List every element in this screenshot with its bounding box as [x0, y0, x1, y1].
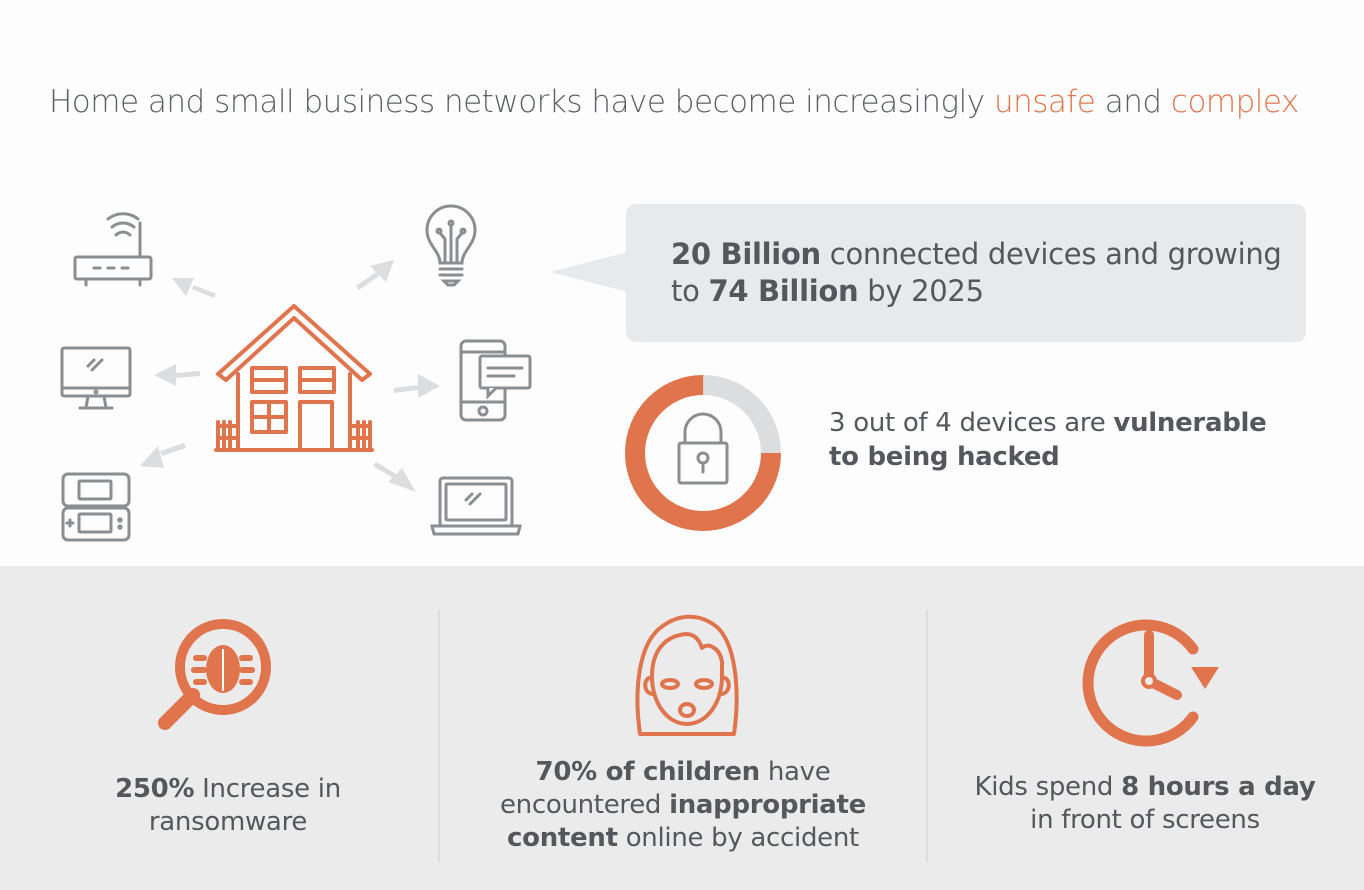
stat-children-text-1: have encountered	[499, 757, 831, 820]
arrow-to-lightbulb	[354, 256, 398, 299]
stat-screen-time-text-1: Kids spend	[974, 772, 1122, 802]
devices-callout-text: 20 Billion connected devices and growing…	[671, 236, 1291, 310]
stat-screen-time: Kids spend 8 hours a day in front of scr…	[962, 771, 1328, 837]
girl-face-icon	[630, 612, 744, 738]
lock-icon	[677, 412, 729, 485]
house-icon	[214, 302, 374, 454]
arrow-to-laptop	[372, 458, 420, 501]
bubble-tail	[550, 252, 628, 292]
smartphone-chat-icon	[458, 338, 534, 424]
devices-count-now: 20 Billion	[671, 237, 821, 271]
stat-ransomware-label: Increase in ransomware	[148, 774, 341, 837]
stat-children-value: 70% of children	[535, 757, 761, 787]
donut-value-arc	[625, 375, 781, 531]
stat-ransomware: 250% Increase in ransomware	[70, 773, 386, 839]
desktop-monitor-icon	[60, 346, 132, 412]
stats-divider-1	[438, 610, 440, 862]
vulnerable-donut	[624, 375, 784, 540]
router-icon	[72, 205, 154, 287]
title-accent-complex: complex	[1170, 84, 1299, 120]
magnifier-bug-icon	[155, 617, 277, 737]
vulnerable-text-bold: vulnerable to being hacked	[829, 408, 1267, 472]
vulnerable-text-plain: 3 out of 4 devices are	[829, 408, 1114, 438]
stat-screen-time-text-2: in front of screens	[1030, 805, 1260, 835]
clock-icon	[1082, 615, 1225, 747]
arrow-to-router	[170, 272, 218, 311]
stat-ransomware-value: 250%	[115, 774, 195, 804]
title-accent-unsafe: unsafe	[993, 84, 1096, 120]
arrow-to-desktop	[152, 362, 202, 395]
devices-text-2: by 2025	[858, 274, 984, 308]
devices-count-2025: 74 Billion	[708, 274, 859, 308]
stat-children-text-2: online by accident	[617, 823, 860, 853]
arrow-to-console	[138, 442, 188, 477]
devices-callout: 20 Billion connected devices and growing…	[626, 204, 1306, 342]
page-title: Home and small business networks have be…	[49, 84, 1299, 120]
title-text: Home and small business networks have be…	[49, 84, 994, 120]
laptop-icon	[430, 476, 522, 540]
title-text-and: and	[1095, 84, 1171, 120]
stats-divider-2	[926, 610, 928, 862]
devices-text-1: connected devices and growing to	[671, 237, 1282, 308]
stat-screen-time-value: 8 hours a day	[1121, 772, 1316, 802]
stat-children: 70% of children have encountered inappro…	[470, 756, 896, 855]
stat-children-bold-2: inappropriate content	[507, 790, 867, 853]
handheld-console-icon	[61, 472, 131, 544]
vulnerable-text: 3 out of 4 devices are vulnerable to bei…	[829, 406, 1299, 474]
lightbulb-icon	[424, 204, 478, 287]
arrow-to-smartphone	[392, 372, 442, 405]
